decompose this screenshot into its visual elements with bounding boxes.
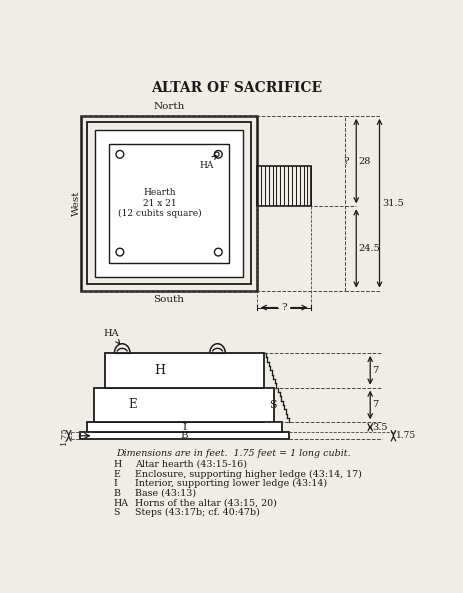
Text: 7: 7: [373, 366, 379, 375]
Text: Hearth
21 x 21
(12 cubits square): Hearth 21 x 21 (12 cubits square): [118, 188, 201, 218]
Text: 3.5: 3.5: [373, 423, 388, 432]
Text: Horns of the altar (43:15, 20): Horns of the altar (43:15, 20): [135, 499, 277, 508]
Text: Dimensions are in feet.  1.75 feet = 1 long cubit.: Dimensions are in feet. 1.75 feet = 1 lo…: [116, 449, 350, 458]
Bar: [94, 388, 274, 422]
Text: 24.5: 24.5: [358, 244, 380, 253]
Text: Interior, supporting lower ledge (43:14): Interior, supporting lower ledge (43:14): [135, 479, 327, 489]
Text: S: S: [269, 400, 276, 410]
Text: Steps (43:17b; cf. 40:47b): Steps (43:17b; cf. 40:47b): [135, 508, 260, 517]
Bar: [88, 122, 251, 285]
Text: South: South: [154, 295, 185, 304]
Text: B: B: [114, 489, 121, 498]
Text: 28: 28: [358, 157, 371, 165]
Bar: [95, 130, 243, 277]
Bar: [257, 166, 311, 206]
Text: HA: HA: [114, 499, 129, 508]
Bar: [87, 422, 282, 432]
Text: Enclosure, supporting higher ledge (43:14, 17): Enclosure, supporting higher ledge (43:1…: [135, 470, 362, 479]
Bar: [105, 353, 264, 388]
Text: E: E: [114, 470, 120, 479]
Bar: [109, 144, 229, 263]
Bar: [81, 116, 257, 291]
Text: ?: ?: [343, 157, 349, 165]
Bar: [80, 432, 289, 439]
Text: Base (43:13): Base (43:13): [135, 489, 196, 498]
Text: I: I: [182, 423, 186, 432]
Text: 1.75: 1.75: [396, 431, 416, 440]
Text: HA: HA: [104, 329, 119, 344]
Text: Altar hearth (43:15-16): Altar hearth (43:15-16): [135, 460, 247, 469]
Text: HA: HA: [200, 155, 216, 170]
Text: E: E: [129, 398, 138, 412]
Text: 1.75: 1.75: [60, 426, 68, 445]
Text: North: North: [153, 102, 185, 111]
Text: West: West: [72, 190, 81, 216]
Text: ALTAR OF SACRIFICE: ALTAR OF SACRIFICE: [151, 81, 322, 95]
Text: I: I: [114, 479, 118, 488]
Text: 31.5: 31.5: [382, 199, 404, 208]
Text: S: S: [114, 508, 120, 517]
Text: B: B: [181, 431, 188, 440]
Text: 7: 7: [373, 400, 379, 409]
Text: H: H: [114, 460, 122, 469]
Text: H: H: [154, 364, 165, 377]
Text: ?: ?: [282, 303, 287, 312]
